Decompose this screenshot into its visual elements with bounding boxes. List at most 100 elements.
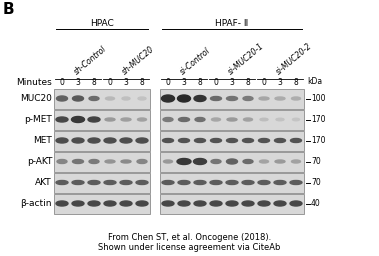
Ellipse shape bbox=[122, 97, 130, 100]
Ellipse shape bbox=[290, 138, 302, 143]
Ellipse shape bbox=[105, 160, 115, 163]
Ellipse shape bbox=[56, 117, 68, 122]
Bar bbox=[54, 110, 150, 130]
Bar bbox=[54, 194, 150, 214]
Ellipse shape bbox=[177, 95, 191, 102]
Text: 170: 170 bbox=[311, 136, 326, 145]
Text: MUC20: MUC20 bbox=[20, 94, 52, 103]
Text: 70: 70 bbox=[311, 178, 321, 187]
Bar bbox=[160, 152, 304, 172]
Ellipse shape bbox=[57, 159, 67, 164]
Ellipse shape bbox=[260, 160, 268, 163]
Ellipse shape bbox=[136, 201, 148, 206]
Ellipse shape bbox=[104, 180, 116, 185]
Text: kDa: kDa bbox=[307, 77, 322, 86]
Bar bbox=[160, 194, 304, 214]
Ellipse shape bbox=[227, 159, 238, 164]
Text: 8: 8 bbox=[246, 78, 251, 87]
Bar bbox=[160, 89, 304, 109]
Ellipse shape bbox=[290, 180, 302, 185]
Ellipse shape bbox=[163, 138, 174, 143]
Ellipse shape bbox=[259, 97, 269, 100]
Ellipse shape bbox=[274, 138, 285, 143]
Text: From Chen ST, et al. Oncogene (2018).: From Chen ST, et al. Oncogene (2018). bbox=[108, 233, 271, 242]
Ellipse shape bbox=[105, 118, 115, 121]
Ellipse shape bbox=[242, 180, 254, 185]
Ellipse shape bbox=[178, 201, 190, 206]
Ellipse shape bbox=[120, 180, 132, 185]
Ellipse shape bbox=[227, 138, 238, 143]
Ellipse shape bbox=[226, 201, 238, 206]
Ellipse shape bbox=[138, 97, 146, 100]
Ellipse shape bbox=[72, 159, 83, 164]
Ellipse shape bbox=[242, 201, 254, 206]
Text: B: B bbox=[3, 2, 15, 17]
Bar bbox=[54, 131, 150, 151]
Text: p-MET: p-MET bbox=[24, 115, 52, 124]
Text: β-actin: β-actin bbox=[20, 199, 52, 208]
Ellipse shape bbox=[162, 201, 174, 206]
Ellipse shape bbox=[243, 118, 252, 121]
Bar bbox=[160, 173, 304, 193]
Text: HPAC: HPAC bbox=[90, 19, 114, 28]
Text: 3: 3 bbox=[124, 78, 128, 87]
Ellipse shape bbox=[275, 97, 285, 100]
Ellipse shape bbox=[194, 180, 206, 185]
Text: Minutes: Minutes bbox=[16, 78, 52, 87]
Ellipse shape bbox=[136, 180, 148, 185]
Ellipse shape bbox=[194, 138, 205, 143]
Ellipse shape bbox=[227, 118, 237, 121]
Bar bbox=[54, 89, 150, 109]
Text: 0: 0 bbox=[60, 78, 64, 87]
Ellipse shape bbox=[179, 138, 190, 143]
Text: 0: 0 bbox=[108, 78, 113, 87]
Ellipse shape bbox=[72, 96, 83, 101]
Ellipse shape bbox=[195, 118, 205, 122]
Ellipse shape bbox=[178, 180, 190, 185]
Text: sh-MUC20: sh-MUC20 bbox=[120, 45, 156, 77]
Text: 3: 3 bbox=[182, 78, 186, 87]
Ellipse shape bbox=[243, 138, 254, 143]
Ellipse shape bbox=[120, 201, 132, 206]
Ellipse shape bbox=[136, 138, 148, 143]
Ellipse shape bbox=[162, 180, 174, 185]
Text: si-MUC20-1: si-MUC20-1 bbox=[226, 41, 266, 77]
Text: 8: 8 bbox=[197, 78, 202, 87]
Ellipse shape bbox=[177, 158, 191, 165]
Ellipse shape bbox=[89, 159, 99, 164]
Ellipse shape bbox=[210, 97, 221, 101]
Ellipse shape bbox=[210, 138, 221, 143]
Ellipse shape bbox=[194, 201, 206, 206]
Ellipse shape bbox=[274, 180, 286, 185]
Ellipse shape bbox=[293, 118, 299, 121]
Ellipse shape bbox=[56, 138, 68, 143]
Ellipse shape bbox=[72, 201, 84, 206]
Text: 8: 8 bbox=[294, 78, 298, 87]
Ellipse shape bbox=[88, 201, 100, 206]
Bar bbox=[54, 173, 150, 193]
Ellipse shape bbox=[56, 201, 68, 206]
Text: AKT: AKT bbox=[35, 178, 52, 187]
Ellipse shape bbox=[210, 180, 222, 185]
Ellipse shape bbox=[121, 160, 131, 163]
Ellipse shape bbox=[72, 138, 84, 143]
Ellipse shape bbox=[121, 118, 131, 121]
Ellipse shape bbox=[179, 118, 190, 122]
Text: si-MUC20-2: si-MUC20-2 bbox=[274, 41, 313, 77]
Text: 170: 170 bbox=[311, 115, 326, 124]
Ellipse shape bbox=[56, 96, 67, 101]
Ellipse shape bbox=[88, 117, 100, 122]
Bar bbox=[54, 152, 150, 172]
Text: 100: 100 bbox=[311, 94, 326, 103]
Ellipse shape bbox=[163, 160, 172, 163]
Text: sh-Control: sh-Control bbox=[72, 44, 108, 77]
Ellipse shape bbox=[194, 95, 206, 101]
Text: 0: 0 bbox=[166, 78, 171, 87]
Ellipse shape bbox=[258, 201, 270, 206]
Ellipse shape bbox=[120, 138, 132, 143]
Ellipse shape bbox=[104, 138, 116, 143]
Ellipse shape bbox=[258, 138, 269, 143]
Ellipse shape bbox=[137, 159, 147, 164]
Text: 0: 0 bbox=[213, 78, 218, 87]
Ellipse shape bbox=[161, 95, 174, 102]
